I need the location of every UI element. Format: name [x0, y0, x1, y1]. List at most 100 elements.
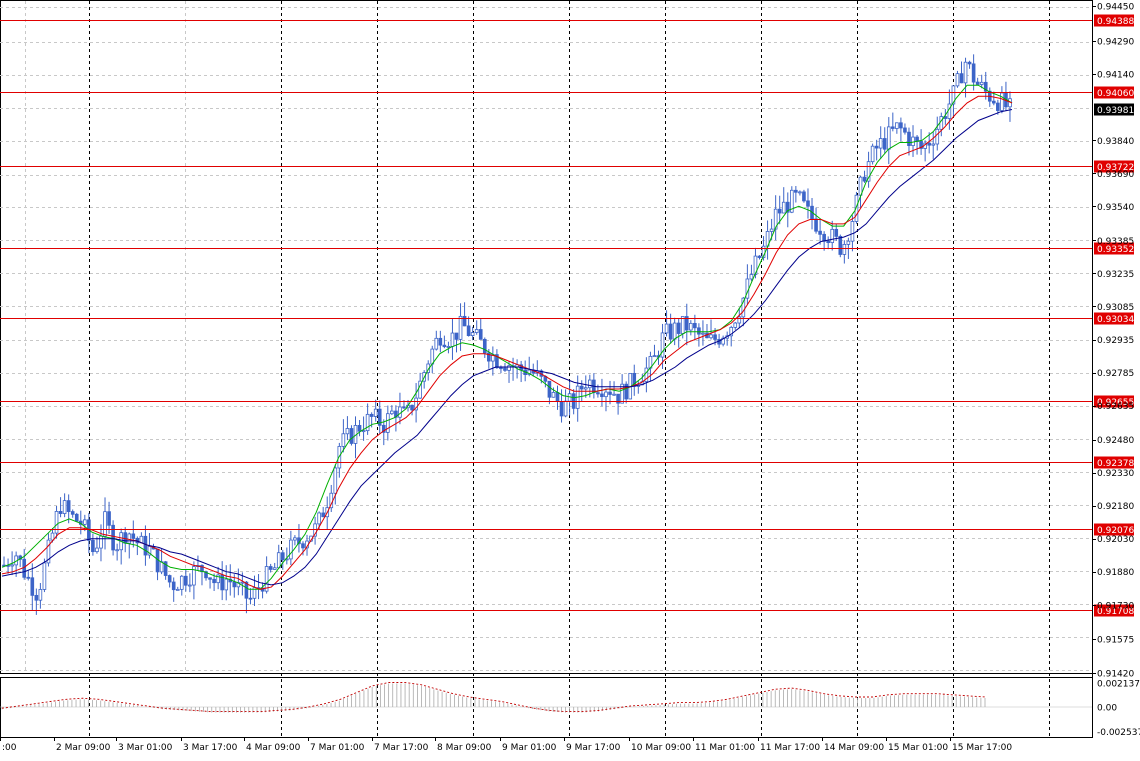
- candle-body: [907, 131, 911, 147]
- candle-body: [838, 235, 843, 255]
- candle-body: [652, 355, 657, 358]
- candle-body: [390, 410, 394, 415]
- candle-body: [175, 588, 180, 591]
- candle-body: [58, 511, 63, 514]
- candle-body: [62, 500, 67, 514]
- time-axis-label: 15 Mar 01:00: [888, 743, 948, 753]
- candle-body: [672, 322, 677, 340]
- candle-body: [276, 552, 281, 569]
- candle-body: [470, 332, 475, 337]
- candle-body: [814, 218, 818, 232]
- candle-body: [983, 81, 988, 92]
- candle-body: [830, 228, 835, 243]
- candle-body: [834, 228, 839, 237]
- candle-body: [83, 519, 87, 525]
- candle-body: [103, 511, 107, 537]
- candle-body: [604, 391, 608, 398]
- candle-body: [709, 334, 713, 339]
- candle-body: [248, 597, 253, 600]
- oscillator-axis-label: 0.002137: [1097, 680, 1140, 690]
- candle-body: [733, 322, 738, 328]
- candle-body: [967, 61, 972, 65]
- candle-body: [143, 535, 148, 556]
- time-axis-label: 9 Mar 17:00: [566, 743, 621, 753]
- price-axis-label: 0.91730: [1097, 601, 1134, 611]
- candle-body: [341, 433, 346, 447]
- candle-body: [794, 189, 798, 193]
- candle-body: [862, 176, 867, 182]
- price-axis-label: 0.94140: [1097, 71, 1134, 81]
- candle-body: [410, 404, 414, 411]
- time-axis-label: 11 Mar 01:00: [695, 743, 755, 753]
- time-axis-label: :00: [2, 743, 17, 753]
- candle-body: [381, 424, 386, 433]
- level-price-label: 0.91708: [1097, 607, 1134, 617]
- price-axis-label: 0.93385: [1097, 237, 1134, 247]
- candle-body: [293, 537, 297, 541]
- candle-body: [377, 408, 382, 426]
- candle-body: [612, 393, 616, 396]
- candle-body: [600, 393, 604, 398]
- candle-body: [931, 143, 936, 146]
- time-axis-label: 7 Mar 01:00: [310, 743, 365, 753]
- candle-body: [802, 191, 806, 202]
- price-axis-label: 0.91420: [1097, 670, 1134, 680]
- candle-body: [769, 228, 774, 232]
- candle-body: [680, 316, 685, 334]
- candle-body: [163, 561, 168, 576]
- candle-body: [721, 337, 725, 345]
- price-axis-label: 0.93690: [1097, 170, 1134, 180]
- candle-body: [749, 274, 754, 280]
- candle-body: [50, 532, 55, 541]
- candle-body: [822, 233, 826, 242]
- candle-body: [951, 85, 956, 105]
- moving-averages: [1, 84, 1013, 590]
- candle-body: [790, 189, 794, 213]
- candle-body: [588, 379, 592, 389]
- candle-body: [826, 240, 830, 243]
- time-axis-label: 2 Mar 09:00: [56, 743, 111, 753]
- candle-body: [349, 428, 354, 444]
- candle-body: [402, 406, 406, 409]
- candle-body: [458, 315, 463, 340]
- candle-body: [866, 161, 871, 182]
- candle-body: [693, 322, 697, 329]
- candle-body: [935, 128, 940, 145]
- candle-body: [418, 380, 422, 399]
- candle-body: [474, 329, 479, 333]
- candle-body: [741, 297, 746, 318]
- level-price-label: 0.93352: [1097, 245, 1134, 255]
- candle-body: [781, 201, 786, 214]
- candle-body: [713, 334, 717, 340]
- candle-body: [927, 142, 931, 146]
- candle-body: [842, 244, 847, 255]
- candle-body: [74, 513, 79, 522]
- candle-body: [616, 393, 620, 404]
- candle-body: [757, 255, 762, 258]
- candle-body: [684, 316, 689, 331]
- candle-body: [212, 578, 216, 584]
- price-axis-label: 0.94450: [1097, 3, 1134, 13]
- candle-body: [1000, 92, 1004, 111]
- candle-body: [434, 337, 439, 350]
- level-price-tag: [1094, 395, 1134, 408]
- candle-body: [414, 397, 418, 411]
- candle-body: [66, 500, 71, 512]
- candle-body: [947, 103, 952, 119]
- candle-body: [996, 102, 1000, 111]
- candle-body: [846, 240, 851, 245]
- candle-body: [596, 392, 600, 395]
- candle-body: [624, 383, 628, 400]
- candle-body: [487, 352, 491, 362]
- candle-body: [317, 512, 321, 525]
- candle-body: [321, 512, 325, 518]
- horizontal-levels[interactable]: 0.94388 0.94060 0.93722 0.93352 0.93034 0.926…: [0, 14, 1134, 618]
- price-axis-label: 0.93085: [1097, 303, 1134, 313]
- candle-body: [107, 511, 111, 526]
- current-price-label: 0.93981: [1097, 106, 1134, 116]
- level-price-label: 0.92378: [1097, 459, 1134, 469]
- level-price-label: 0.92076: [1097, 526, 1134, 536]
